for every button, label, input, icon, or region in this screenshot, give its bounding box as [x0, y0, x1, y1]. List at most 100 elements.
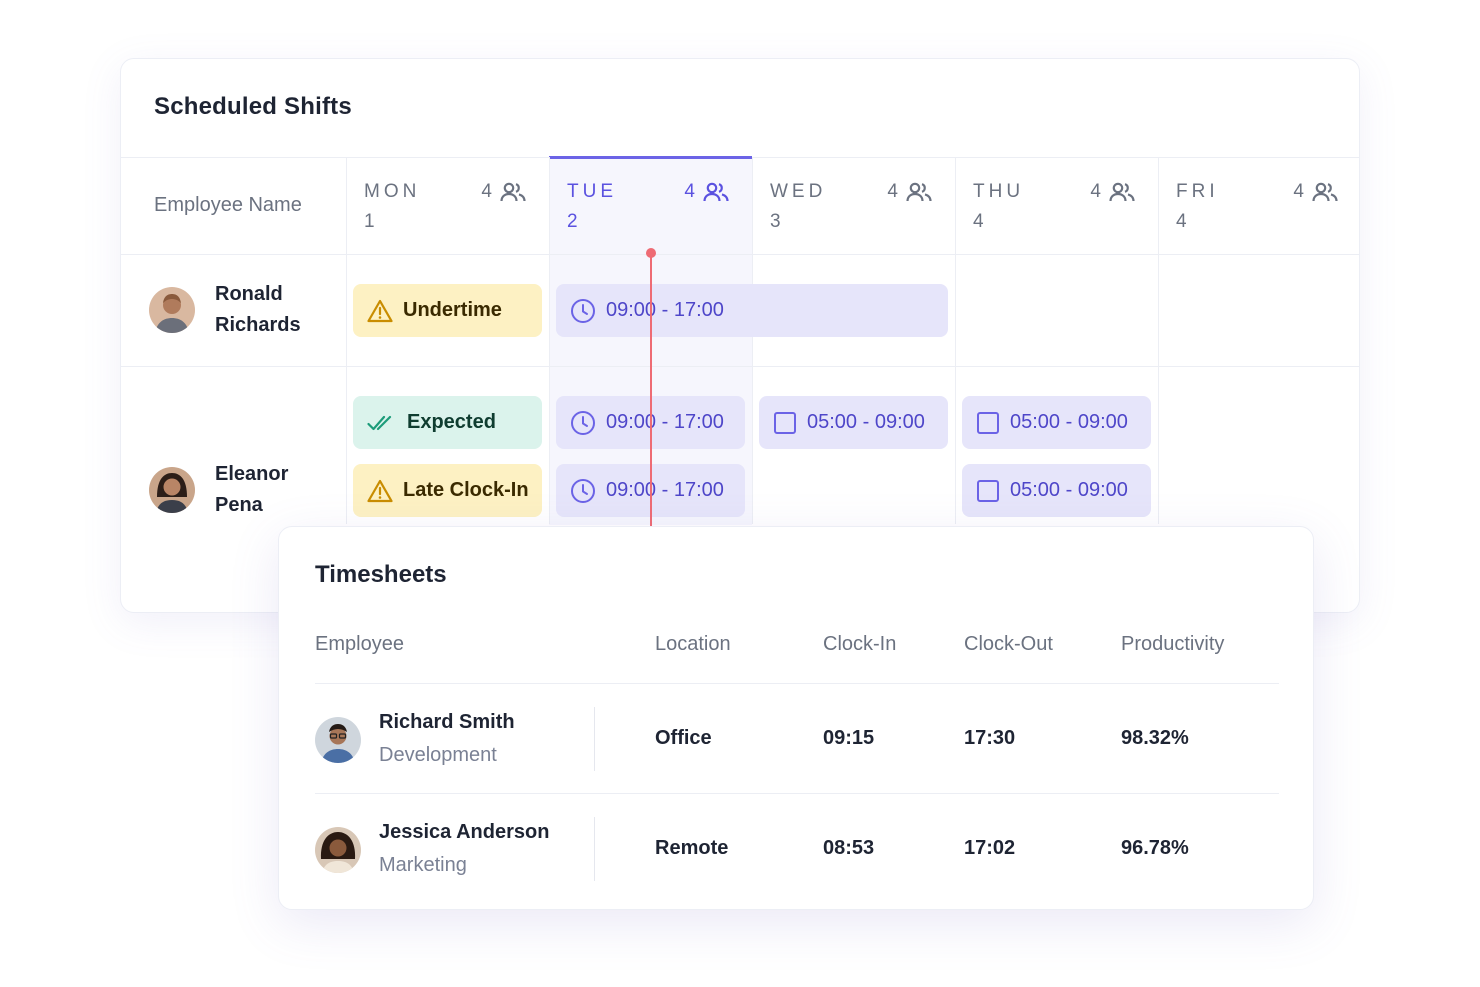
- staff-count-value: 4: [1090, 181, 1101, 202]
- employee-department: Development: [379, 744, 497, 766]
- shift-time: 09:00 - 17:00: [606, 411, 724, 433]
- current-time-line: [650, 253, 652, 527]
- staff-count-value: 4: [887, 181, 898, 202]
- people-icon: [703, 182, 729, 202]
- day-number: 3: [770, 211, 781, 232]
- day-header-wed[interactable]: WED 3 4: [752, 177, 952, 247]
- square-icon: [774, 411, 796, 434]
- employee-name: Richard Smith: [379, 711, 515, 733]
- day-number: 4: [1176, 211, 1187, 232]
- employee-row-eleanor-pena[interactable]: Eleanor Pena: [149, 459, 325, 521]
- scheduled-shifts-card: Scheduled Shifts Employee Name MON 1 4 T…: [120, 58, 1360, 613]
- status-expected[interactable]: Expected: [353, 396, 542, 449]
- column-divider: [549, 157, 550, 524]
- status-late-clock-in[interactable]: Late Clock-In: [353, 464, 542, 517]
- column-divider: [346, 157, 347, 524]
- status-label: Late Clock-In: [403, 479, 529, 501]
- shift-time: 09:00 - 17:00: [606, 299, 724, 321]
- shifts-title: Scheduled Shifts: [154, 93, 352, 120]
- location-value: Office: [655, 727, 712, 749]
- staff-count-value: 4: [684, 181, 695, 202]
- day-name: WED: [770, 181, 827, 202]
- square-icon: [977, 479, 999, 502]
- column-header-location[interactable]: Location: [655, 633, 731, 655]
- day-name: TUE: [567, 181, 617, 202]
- row-divider: [121, 366, 1359, 367]
- employee-name: Ronald Richards: [215, 283, 301, 336]
- avatar: [315, 717, 361, 763]
- shift-time: 05:00 - 09:00: [1010, 411, 1128, 433]
- productivity-value: 96.78%: [1121, 837, 1189, 859]
- today-column-indicator: [549, 156, 752, 159]
- productivity-value: 98.32%: [1121, 727, 1189, 749]
- day-name: THU: [973, 181, 1025, 202]
- shift-time: 09:00 - 17:00: [606, 479, 724, 501]
- timesheets-title: Timesheets: [315, 561, 447, 588]
- clock-out-value: 17:30: [964, 727, 1016, 749]
- table-row[interactable]: Jessica Anderson Marketing: [315, 817, 549, 883]
- shift-time: 05:00 - 09:00: [1010, 479, 1128, 501]
- people-icon: [906, 182, 932, 202]
- status-label: Expected: [407, 411, 496, 433]
- column-divider: [1158, 157, 1159, 524]
- avatar: [149, 467, 195, 513]
- clock-icon: [571, 478, 595, 503]
- column-separator: [594, 817, 595, 881]
- shift-block[interactable]: 05:00 - 09:00: [962, 396, 1151, 449]
- employee-name-header: Employee Name: [154, 194, 302, 216]
- day-header-thu[interactable]: THU 4 4: [955, 177, 1155, 247]
- people-icon: [500, 182, 526, 202]
- header-divider: [315, 683, 1279, 684]
- square-icon: [977, 411, 999, 434]
- warning-icon: [367, 299, 393, 322]
- column-divider: [752, 157, 753, 524]
- shift-block[interactable]: 05:00 - 09:00: [759, 396, 948, 449]
- staff-count: 4: [887, 181, 932, 203]
- staff-count-value: 4: [481, 181, 492, 202]
- column-header-employee[interactable]: Employee: [315, 633, 404, 655]
- clock-in-value: 08:53: [823, 837, 875, 859]
- clock-in-value: 09:15: [823, 727, 875, 749]
- timesheets-card: Timesheets Employee Location Clock-In Cl…: [278, 526, 1314, 910]
- row-divider: [315, 793, 1279, 794]
- column-header-clock-out[interactable]: Clock-Out: [964, 633, 1053, 655]
- status-undertime[interactable]: Undertime: [353, 284, 542, 337]
- day-number: 4: [973, 211, 984, 232]
- shift-block[interactable]: 05:00 - 09:00: [962, 464, 1151, 517]
- table-row[interactable]: Richard Smith Development: [315, 707, 515, 773]
- shift-block[interactable]: 09:00 - 17:00: [556, 284, 948, 337]
- clock-out-value: 17:02: [964, 837, 1016, 859]
- warning-icon: [367, 479, 393, 502]
- clock-icon: [571, 298, 595, 323]
- staff-count-value: 4: [1293, 181, 1304, 202]
- day-number: 2: [567, 211, 578, 232]
- day-header-mon[interactable]: MON 1 4: [346, 177, 546, 247]
- employee-name: Jessica Anderson: [379, 821, 550, 843]
- staff-count: 4: [1293, 181, 1338, 203]
- column-header-clock-in[interactable]: Clock-In: [823, 633, 897, 655]
- double-check-icon: [367, 415, 392, 430]
- employee-department: Marketing: [379, 854, 467, 876]
- day-header-tue[interactable]: TUE 2 4: [549, 177, 749, 247]
- day-number: 1: [364, 211, 375, 232]
- day-name: MON: [364, 181, 421, 202]
- column-divider: [955, 157, 956, 524]
- avatar: [315, 827, 361, 873]
- current-time-dot: [646, 248, 656, 258]
- staff-count: 4: [481, 181, 526, 203]
- clock-icon: [571, 410, 595, 435]
- location-value: Remote: [655, 837, 729, 859]
- people-icon: [1109, 182, 1135, 202]
- people-icon: [1312, 182, 1338, 202]
- staff-count: 4: [684, 181, 729, 203]
- avatar: [149, 287, 195, 333]
- employee-row-ronald-richards[interactable]: Ronald Richards: [149, 279, 325, 341]
- shift-time: 05:00 - 09:00: [807, 411, 925, 433]
- column-header-productivity[interactable]: Productivity: [1121, 633, 1225, 655]
- day-header-fri[interactable]: FRI 4 4: [1158, 177, 1358, 247]
- employee-name: Eleanor Pena: [215, 463, 289, 516]
- column-separator: [594, 707, 595, 771]
- row-divider: [121, 254, 1359, 255]
- day-name: FRI: [1176, 181, 1219, 202]
- staff-count: 4: [1090, 181, 1135, 203]
